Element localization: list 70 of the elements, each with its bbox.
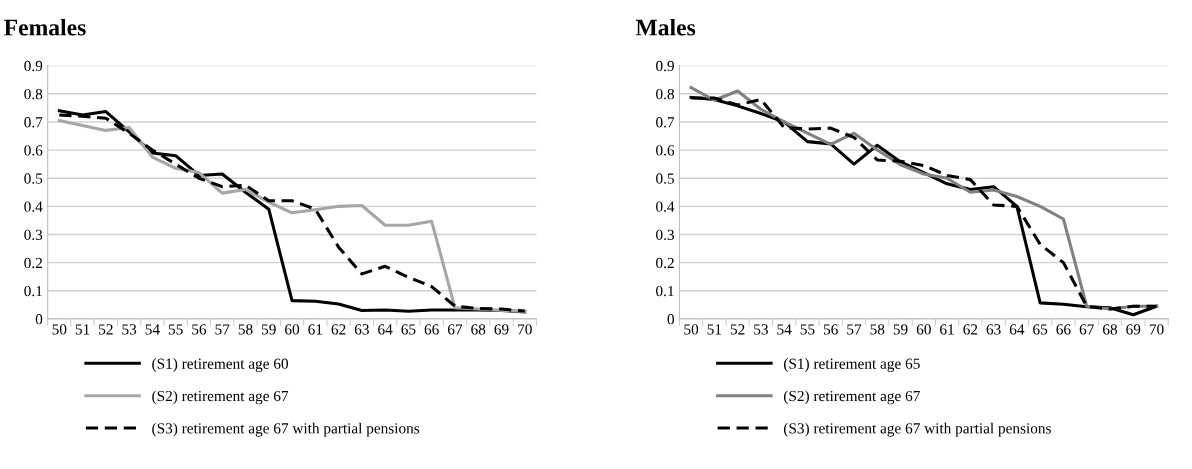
x-tick-label: 65 xyxy=(1033,324,1048,335)
x-tick-label: 60 xyxy=(916,324,931,335)
x-tick-label: 62 xyxy=(331,324,346,335)
legend-label: (S2) retirement age 67 xyxy=(152,390,289,405)
y-tick-label: 0.1 xyxy=(656,285,674,297)
y-tick-label: 0.5 xyxy=(656,173,674,184)
x-tick-label: 54 xyxy=(145,324,160,335)
x-tick-label: 52 xyxy=(730,324,745,335)
x-tick-label: 70 xyxy=(1149,324,1164,335)
legend-label: (S3) retirement age 67 with partial pensions xyxy=(152,422,420,437)
y-tick-label: 0.1 xyxy=(24,285,42,297)
x-tick-label: 50 xyxy=(52,324,67,335)
y-tick-label: 0.6 xyxy=(24,145,43,156)
y-tick-label: 0.7 xyxy=(24,117,43,128)
x-tick-label: 69 xyxy=(494,324,509,335)
x-tick-label: 56 xyxy=(823,324,838,335)
y-tick-label: 0 xyxy=(667,314,674,325)
x-tick-label: 57 xyxy=(847,324,862,335)
y-tick-label: 0.9 xyxy=(24,60,43,72)
x-tick-label: 54 xyxy=(777,324,792,335)
x-tick-label: 66 xyxy=(424,324,439,335)
x-tick-label: 67 xyxy=(1079,324,1094,335)
y-tick-label: 0.2 xyxy=(24,257,42,269)
y-tick-label: 0.8 xyxy=(24,88,43,100)
x-tick-label: 60 xyxy=(285,324,300,335)
y-tick-label: 0.8 xyxy=(656,88,674,100)
x-tick-label: 64 xyxy=(1009,324,1025,335)
x-tick-label: 65 xyxy=(401,324,416,335)
x-tick-label: 64 xyxy=(378,324,393,335)
x-tick-label: 61 xyxy=(940,324,954,335)
legend-label: (S1) retirement age 60 xyxy=(152,358,288,372)
y-tick-label: 0.6 xyxy=(656,145,675,156)
x-tick-label: 55 xyxy=(168,324,183,335)
x-tick-label: 52 xyxy=(99,324,113,335)
x-tick-label: 63 xyxy=(986,324,1001,335)
chart-title: Males xyxy=(635,18,696,36)
x-tick-label: 57 xyxy=(215,324,230,335)
x-tick-label: 63 xyxy=(354,324,369,335)
x-tick-label: 50 xyxy=(684,324,699,335)
y-tick-label: 0.3 xyxy=(24,229,43,241)
x-tick-label: 56 xyxy=(192,324,207,335)
x-tick-label: 70 xyxy=(518,324,532,335)
y-tick-label: 0.3 xyxy=(656,229,674,241)
x-tick-label: 53 xyxy=(754,324,768,335)
x-tick-label: 58 xyxy=(238,324,253,335)
x-tick-label: 51 xyxy=(75,324,90,335)
x-tick-label: 55 xyxy=(800,324,815,335)
x-tick-label: 62 xyxy=(963,324,978,335)
y-tick-label: 0.4 xyxy=(656,201,675,212)
x-tick-label: 59 xyxy=(893,324,908,335)
y-tick-label: 0 xyxy=(35,314,43,325)
y-tick-label: 0.4 xyxy=(24,201,43,212)
x-tick-label: 53 xyxy=(122,324,137,335)
chart-title: Females xyxy=(4,18,86,36)
x-tick-label: 67 xyxy=(447,324,463,335)
y-tick-label: 0.5 xyxy=(24,173,43,184)
x-tick-label: 58 xyxy=(870,324,885,335)
legend-label: (S3) retirement age 67 with partial pensions xyxy=(783,422,1051,437)
legend-label: (S2) retirement age 67 xyxy=(783,390,920,405)
x-tick-label: 66 xyxy=(1056,324,1071,335)
y-tick-label: 0.9 xyxy=(656,60,674,72)
legend-label: (S1) retirement age 65 xyxy=(783,358,920,372)
x-tick-label: 68 xyxy=(471,324,486,335)
y-tick-label: 0.2 xyxy=(656,257,674,269)
y-tick-label: 0.7 xyxy=(656,117,675,128)
x-tick-label: 59 xyxy=(262,324,276,335)
x-tick-label: 69 xyxy=(1126,324,1141,335)
x-tick-label: 51 xyxy=(707,324,722,335)
x-tick-label: 68 xyxy=(1103,324,1118,335)
x-tick-label: 61 xyxy=(308,324,323,335)
